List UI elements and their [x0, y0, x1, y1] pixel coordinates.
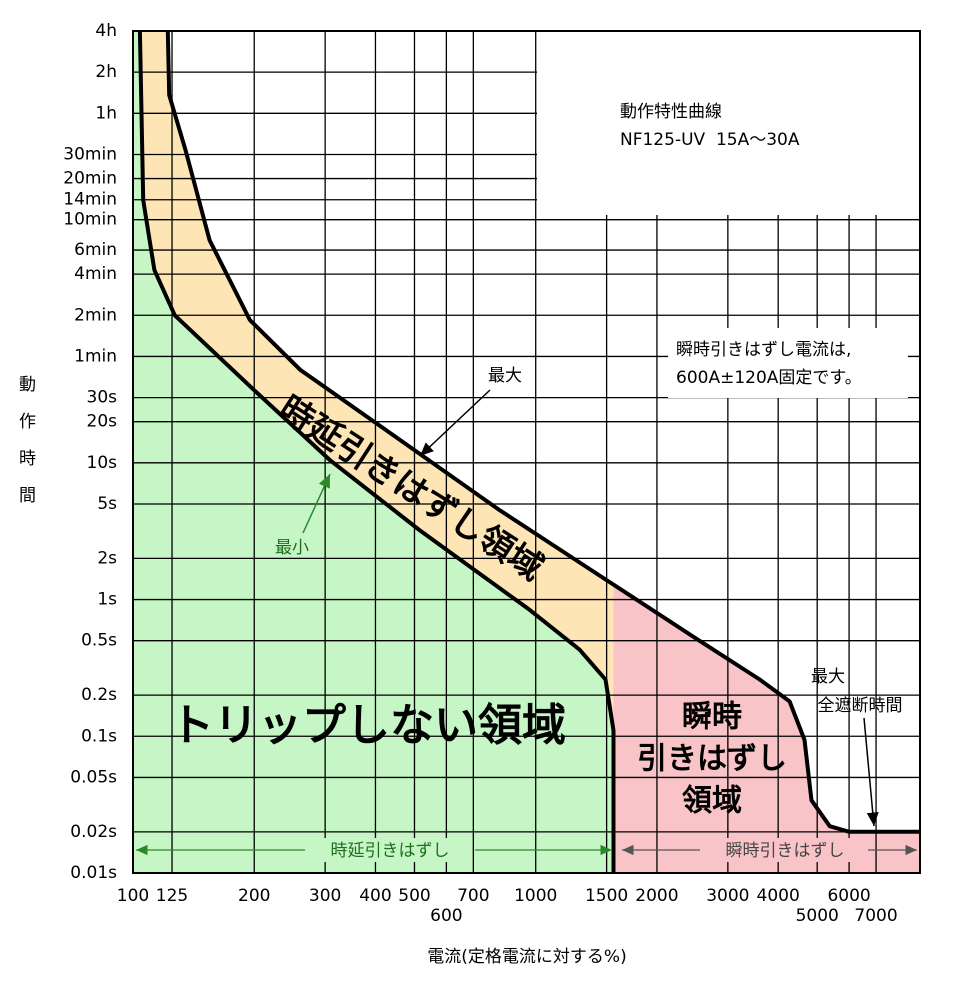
y-tick-label: 20s: [87, 412, 118, 432]
region-label: 瞬時: [682, 700, 742, 735]
x-tick-label: 3000: [706, 886, 749, 906]
x-tick-label: 5000: [796, 906, 839, 926]
annotation: 瞬時引きはずし: [726, 841, 845, 861]
y-tick-label: 0.5s: [81, 631, 117, 651]
x-axis-label: 電流(定格電流に対する%): [427, 947, 626, 967]
curve: [165, 30, 920, 834]
y-tick-label: 4h: [95, 21, 117, 41]
y-tick-label: 1s: [97, 590, 117, 610]
x-tick-label: 700: [457, 886, 489, 906]
y-tick-label: 1min: [74, 346, 117, 366]
y-tick-label: 30s: [87, 388, 118, 408]
x-tick-label: 4000: [757, 886, 800, 906]
y-tick-label: 0.02s: [70, 822, 117, 842]
y-tick-label: 20min: [63, 169, 117, 189]
annotation: 時延引きはずし: [331, 841, 450, 861]
note: 瞬時引きはずし電流は,: [676, 340, 851, 360]
y-tick-label: 2h: [95, 62, 117, 82]
label-bg: [308, 838, 472, 862]
x-tick-label: 300: [309, 886, 341, 906]
arrow: [419, 389, 491, 457]
y-tick-label: 14min: [63, 190, 117, 210]
y-tick-label: 2min: [74, 305, 117, 325]
y-tick-label: 0.2s: [81, 685, 117, 705]
x-tick-label: 1500: [585, 886, 628, 906]
annotation: 最小: [275, 538, 309, 558]
arrow: [302, 473, 331, 534]
x-tick-label: 100: [117, 886, 149, 906]
plot-frame: [132, 30, 921, 874]
y-tick-label: 4min: [74, 264, 117, 284]
y-tick-label: 0.01s: [70, 863, 117, 883]
chart-title: 動作特性曲線: [620, 102, 722, 122]
x-tick-label: 7000: [854, 906, 897, 926]
y-tick-label: 10min: [63, 210, 117, 230]
arrow: [863, 717, 879, 827]
y-tick-label: 30min: [63, 144, 117, 164]
region-label: 領域: [682, 784, 742, 819]
y-tick-label: 1h: [95, 103, 117, 123]
x-tick-label: 500: [398, 886, 430, 906]
x-tick-label: 200: [238, 886, 270, 906]
note: 600A±120A固定です。: [676, 368, 862, 388]
x-tick-label: 600: [430, 906, 462, 926]
region-label: トリップしない領域: [170, 700, 566, 751]
y-axis-label: 動作時間: [15, 375, 36, 523]
x-tick-label: 1000: [514, 886, 557, 906]
chart-subtitle: NF125-UV 15A～30A: [620, 130, 800, 150]
y-tick-label: 10s: [87, 453, 118, 473]
x-tick-label: 6000: [827, 886, 870, 906]
region-label: 引きはずし: [637, 742, 787, 777]
region-instant: [613, 584, 920, 873]
y-tick-label: 2s: [97, 548, 117, 568]
y-tick-label: 5s: [97, 494, 117, 514]
label-bg: [703, 838, 865, 862]
curve: [137, 30, 616, 873]
info-box: [537, 32, 919, 215]
y-tick-label: 0.1s: [81, 726, 117, 746]
x-tick-label: 2000: [635, 886, 678, 906]
y-tick-label: 0.05s: [70, 767, 117, 787]
annotation: 全遮断時間: [818, 696, 903, 716]
x-tick-label: 400: [359, 886, 391, 906]
annotation: 最大: [811, 667, 845, 687]
info-box: [668, 328, 908, 398]
x-tick-label: 125: [156, 886, 188, 906]
region-no-trip: [133, 31, 614, 873]
annotation: 最大: [488, 366, 522, 386]
y-tick-label: 6min: [74, 240, 117, 260]
